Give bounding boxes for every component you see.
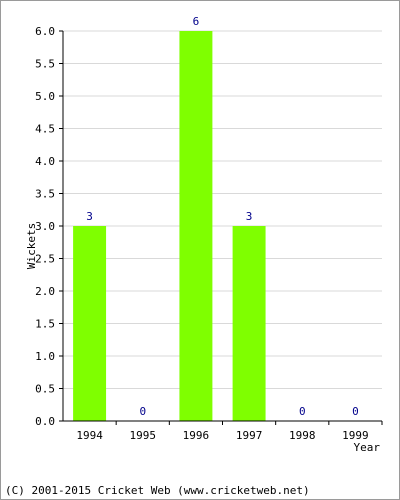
y-tick-label: 1.5 (35, 318, 55, 331)
x-tick-label-1997: 1997 (236, 429, 263, 442)
bar-1997 (232, 226, 266, 421)
data-labels: 3 0 6 3 0 0 (86, 15, 358, 418)
y-tick-label: 5.5 (35, 58, 55, 71)
data-label-1995: 0 (139, 405, 146, 418)
y-tick-label: 1.0 (35, 350, 55, 363)
y-tick-label: 6.0 (35, 25, 55, 38)
copyright-footer: (C) 2001-2015 Cricket Web (www.cricketwe… (5, 484, 310, 497)
y-axis-title: Wickets (25, 223, 38, 269)
data-label-1996: 6 (193, 15, 200, 28)
y-tick-label: 0.5 (35, 383, 55, 396)
y-tick-label: 3.5 (35, 188, 55, 201)
bar-chart: 0.00.51.01.52.02.53.03.54.04.55.05.56.0 … (25, 15, 383, 454)
x-tick-label-1994: 1994 (76, 429, 103, 442)
data-label-1999: 0 (352, 405, 359, 418)
y-tick-label: 2.0 (35, 285, 55, 298)
x-tick-label-1995: 1995 (130, 429, 157, 442)
y-tick-label: 4.5 (35, 123, 55, 136)
bars (73, 31, 266, 421)
bar-1994 (73, 226, 107, 421)
x-tick-label-1996: 1996 (183, 429, 210, 442)
y-tick-label: 0.0 (35, 415, 55, 428)
x-tick-label-1998: 1998 (289, 429, 316, 442)
x-axis-title: Year (354, 441, 381, 454)
data-label-1997: 3 (246, 210, 253, 223)
x-tick-labels: 1994 1995 1996 1997 1998 1999 (76, 421, 383, 442)
data-label-1994: 3 (86, 210, 93, 223)
y-tick-label: 2.5 (35, 253, 55, 266)
x-tick-label-1999: 1999 (342, 429, 369, 442)
y-tick-label: 5.0 (35, 90, 55, 103)
y-tick-label: 4.0 (35, 155, 55, 168)
bar-1996 (179, 31, 213, 421)
y-tick-labels: 0.0 0.5 1.0 1.5 2.0 2.5 3.0 3.5 4.0 4.5 5.0 5.5 6.0 (35, 25, 63, 428)
y-tick-label: 3.0 (35, 220, 55, 233)
data-label-1998: 0 (299, 405, 306, 418)
grid-lines (63, 30, 382, 389)
